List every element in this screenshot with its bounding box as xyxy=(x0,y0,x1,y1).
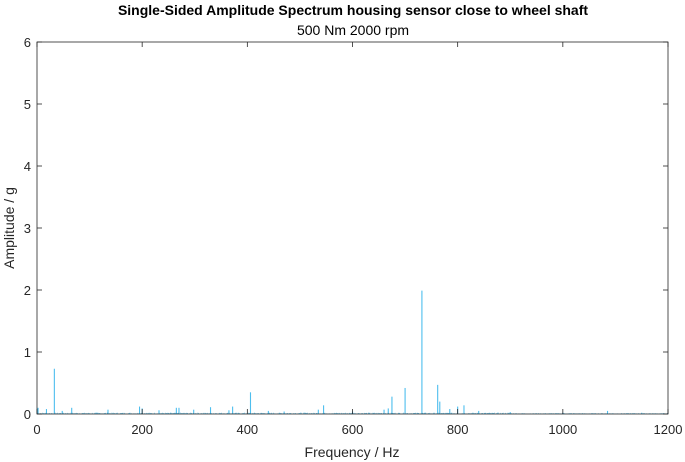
y-tick-label: 5 xyxy=(24,97,31,112)
x-axis-label: Frequency / Hz xyxy=(305,444,400,460)
spectrum-line xyxy=(37,290,643,414)
x-tick-label: 600 xyxy=(342,422,364,437)
x-tick-label: 400 xyxy=(236,422,258,437)
x-axis: 0 200 400 600 800 1000 1200 xyxy=(33,42,682,437)
y-tick-label: 4 xyxy=(24,159,31,174)
x-tick-label: 1000 xyxy=(548,422,577,437)
x-tick-label: 800 xyxy=(447,422,469,437)
y-tick-label: 6 xyxy=(24,35,31,50)
plot-area xyxy=(37,42,668,414)
y-tick-label: 3 xyxy=(24,221,31,236)
y-axis: 0 1 2 3 4 5 6 xyxy=(24,35,668,422)
y-axis-label: Amplitude / g xyxy=(1,187,17,269)
y-tick-label: 1 xyxy=(24,345,31,360)
x-tick-label: 0 xyxy=(33,422,40,437)
x-tick-label: 1200 xyxy=(654,422,683,437)
chart-title: Single-Sided Amplitude Spectrum housing … xyxy=(118,2,588,18)
x-tick-label: 200 xyxy=(131,422,153,437)
y-tick-label: 2 xyxy=(24,283,31,298)
y-tick-label: 0 xyxy=(24,407,31,422)
chart-subtitle: 500 Nm 2000 rpm xyxy=(297,22,409,38)
